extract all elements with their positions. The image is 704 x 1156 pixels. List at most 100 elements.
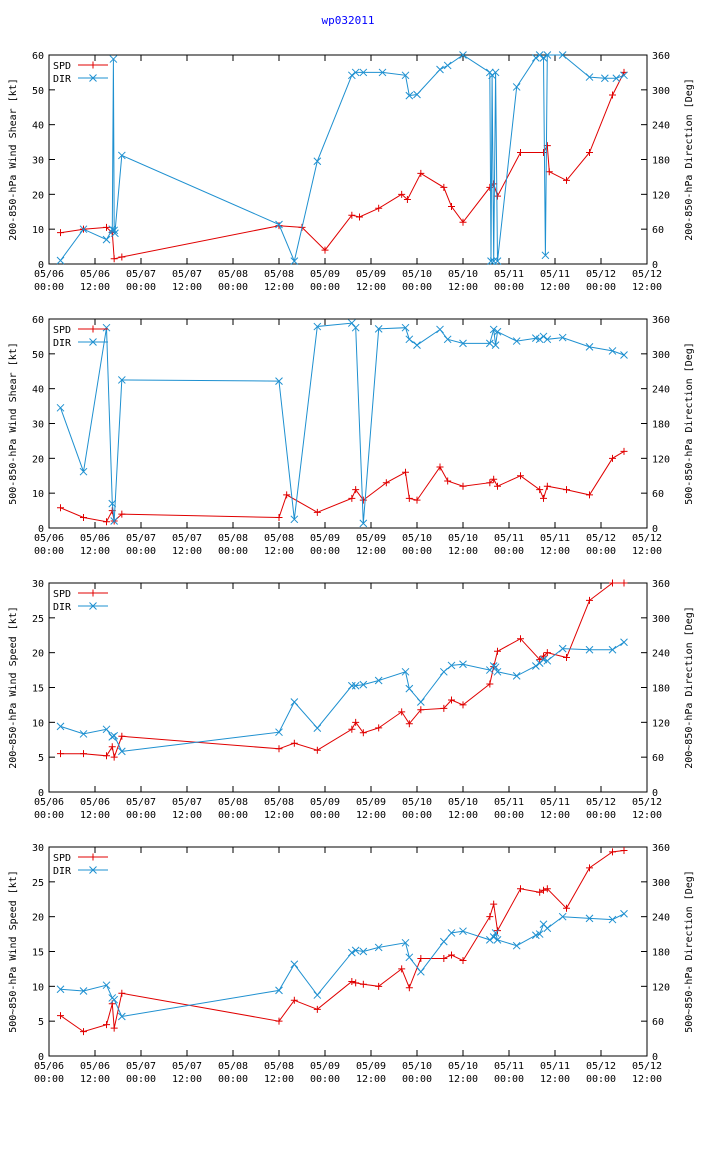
data-point-spd (448, 203, 455, 211)
legend-label-spd: SPD (53, 589, 71, 600)
data-point-spd (543, 142, 551, 150)
x-tick-time: 00:00 (218, 282, 248, 293)
data-point-dir (374, 943, 383, 952)
data-point-dir (351, 68, 360, 77)
data-point-spd (352, 486, 360, 494)
data-point-spd (448, 951, 455, 959)
data-point-spd (490, 900, 498, 908)
legend-label-spd: SPD (53, 61, 71, 72)
data-point-spd (540, 886, 547, 894)
data-point-spd (108, 743, 116, 751)
y-tick-label: 20 (32, 913, 44, 924)
legend-label-dir: DIR (53, 866, 72, 877)
data-point-dir (351, 681, 360, 690)
data-point-dir (491, 929, 500, 937)
legend-marker-spd (89, 61, 97, 69)
series-line-dir (60, 322, 625, 524)
x-tick-date: 05/06 (80, 1061, 110, 1072)
data-point-spd (586, 864, 593, 872)
data-point-spd (405, 494, 413, 502)
x-tick-time: 12:00 (80, 282, 110, 293)
x-tick-date: 05/09 (356, 269, 386, 280)
data-point-spd (352, 979, 360, 987)
x-tick-date: 05/09 (310, 797, 340, 808)
x-tick-date: 05/06 (34, 533, 64, 544)
x-tick-time: 12:00 (448, 1074, 478, 1085)
x-tick-date: 05/07 (172, 1061, 202, 1072)
data-point-spd (545, 168, 553, 176)
x-tick-time: 12:00 (80, 810, 110, 821)
data-point-dir (558, 333, 567, 342)
data-point-spd (57, 1012, 64, 1020)
x-tick-time: 00:00 (218, 1074, 248, 1085)
x-tick-date: 05/11 (494, 269, 524, 280)
data-point-spd (398, 190, 406, 198)
data-point-spd (517, 472, 524, 480)
data-point-dir (531, 54, 540, 62)
data-point-spd (402, 468, 409, 476)
data-point-spd (348, 494, 356, 502)
x-tick-date: 05/08 (218, 1061, 248, 1072)
legend-label-spd: SPD (53, 853, 71, 864)
data-point-dir (359, 947, 368, 956)
plot-frame (48, 846, 648, 1057)
x-tick-date: 05/10 (402, 269, 432, 280)
data-point-spd (586, 596, 593, 604)
y-axis-label: 200~850-hPa Wind Speed [kt] (8, 606, 19, 769)
data-point-spd (118, 732, 126, 740)
x-tick-date: 05/08 (264, 533, 294, 544)
data-point-dir (512, 672, 521, 680)
data-point-spd (536, 888, 544, 896)
y2-tick-label: 300 (652, 350, 670, 361)
data-point-dir (405, 953, 414, 962)
legend-label-spd: SPD (53, 325, 71, 336)
data-point-dir (290, 698, 299, 706)
data-point-spd (517, 149, 524, 157)
x-tick-time: 00:00 (34, 546, 64, 557)
data-point-spd (80, 514, 87, 522)
data-point-dir (79, 225, 88, 234)
data-point-dir (413, 341, 421, 349)
x-tick-date: 05/10 (402, 1061, 432, 1072)
y2-tick-label: 0 (652, 788, 658, 799)
data-point-spd (403, 196, 411, 204)
y-tick-label: 0 (38, 524, 44, 535)
data-point-spd (398, 708, 406, 716)
x-tick-time: 12:00 (632, 810, 662, 821)
y-tick-label: 5 (38, 1017, 44, 1028)
x-tick-date: 05/09 (356, 1061, 386, 1072)
x-tick-date: 05/07 (126, 1061, 156, 1072)
x-tick-date: 05/12 (632, 533, 662, 544)
x-tick-time: 12:00 (356, 810, 386, 821)
data-point-dir (585, 73, 594, 81)
x-tick-time: 00:00 (402, 282, 432, 293)
data-point-spd (405, 720, 413, 728)
y-tick-label: 50 (32, 86, 44, 97)
data-point-spd (417, 169, 425, 177)
y2-axis-label: 200~850-hPa Direction [Deg] (684, 606, 695, 769)
data-point-dir (110, 731, 119, 740)
data-point-spd (118, 989, 126, 997)
data-point-spd (486, 479, 494, 487)
y-tick-label: 20 (32, 454, 44, 465)
data-point-spd (563, 486, 570, 494)
plot-frame (48, 54, 648, 265)
data-point-spd (563, 654, 570, 662)
y2-tick-label: 60 (652, 489, 664, 500)
y2-tick-label: 180 (652, 684, 670, 695)
data-point-dir (109, 55, 118, 63)
data-point-dir (539, 54, 548, 62)
page-title: wp032011 (322, 14, 375, 27)
y-tick-label: 30 (32, 156, 44, 167)
y2-tick-label: 120 (652, 982, 670, 993)
chart-1: 0 10 20 30 40 50 60 0 60 120 180 240 300 360 05/06 00:0… (8, 51, 695, 293)
y-tick-label: 10 (32, 489, 44, 500)
data-point-dir (493, 936, 502, 944)
y-tick-label: 30 (32, 843, 44, 854)
data-point-dir (108, 499, 117, 508)
data-point-dir (558, 912, 567, 921)
data-point-dir (491, 663, 500, 672)
data-point-spd (283, 491, 291, 499)
x-tick-date: 05/07 (172, 533, 202, 544)
data-point-spd (110, 1024, 118, 1032)
